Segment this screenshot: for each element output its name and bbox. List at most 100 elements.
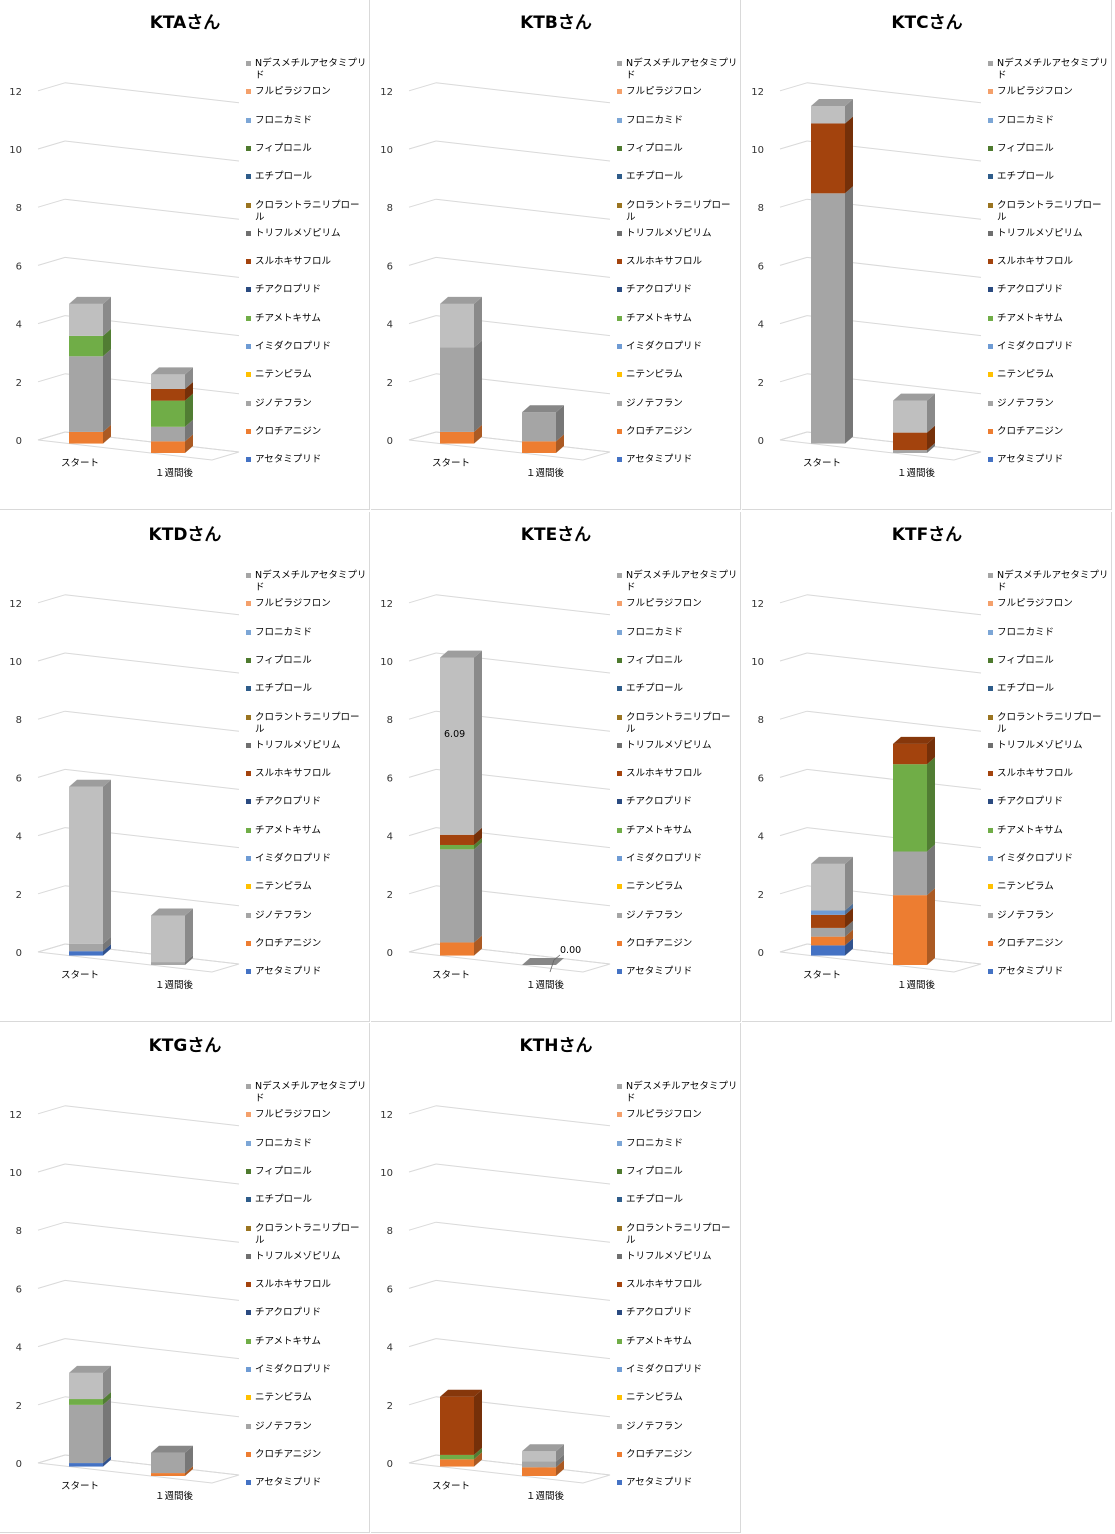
legend-swatch (246, 428, 251, 434)
legend-item: フルピラジフロン (246, 86, 368, 98)
legend-item: フルピラジフロン (617, 86, 739, 98)
gridline-depth (37, 82, 66, 92)
gridline-depth (408, 82, 437, 92)
legend-item: チアクロプリド (246, 284, 368, 296)
legend-item: トリフルメゾピリム (246, 740, 368, 752)
legend-label: ジノテフラン (626, 1420, 683, 1432)
y-tick-label: 2 (16, 1401, 22, 1412)
legend-item: クロラントラニリプロール (246, 712, 368, 736)
bar-top (893, 393, 935, 401)
chart-title: KTAさん (149, 13, 221, 33)
legend-item: スルホキサフロル (617, 768, 739, 780)
legend-item: アセタミプリド (617, 1477, 739, 1489)
legend-label: フィプロニル (626, 142, 683, 154)
legend-swatch (246, 1367, 251, 1372)
bar-segment (151, 1473, 185, 1476)
legend-item: フルピラジフロン (988, 598, 1110, 610)
floor (37, 1454, 240, 1484)
gridline-depth (408, 373, 437, 383)
chart-panel: KTBさん 0 2 4 6 8 10 12 スタート １週間後 Nデスメチルアセタミプリド フルピラジ… (371, 0, 741, 510)
bar-segment-side (185, 393, 193, 427)
legend-label: トリフルメゾピリム (626, 1250, 712, 1262)
gridline-depth (37, 768, 66, 778)
legend-item: チアクロプリド (988, 796, 1110, 808)
gridline (64, 710, 240, 732)
bar-segment (69, 786, 103, 944)
y-tick-label: 0 (16, 436, 22, 447)
bar-segment-side (474, 296, 482, 348)
bar-top (440, 296, 482, 304)
gridline-depth (779, 652, 808, 662)
legend-item: ニテンピラム (617, 369, 739, 381)
bar-segment (440, 849, 474, 943)
legend-swatch (617, 1112, 622, 1118)
legend-item: チアメトキサム (246, 313, 368, 325)
x-tick-label: １週間後 (155, 1490, 194, 1502)
legend-label: チアメトキサム (997, 312, 1063, 324)
legend-label: ニテンピラム (255, 369, 312, 381)
legend-item: フルピラジフロン (246, 1109, 368, 1121)
legend-swatch (246, 1480, 251, 1486)
y-tick-label: 0 (758, 436, 764, 447)
legend-swatch (246, 799, 251, 805)
legend-item: スルホキサフロル (617, 256, 739, 268)
bar-segment (69, 1372, 103, 1400)
legend-label: スルホキサフロル (626, 768, 703, 780)
y-tick-label: 4 (758, 320, 764, 331)
legend-swatch (246, 714, 251, 720)
x-tick-label: １週間後 (526, 467, 565, 479)
legend-label: フルピラジフロン (255, 598, 331, 610)
bar-segment (811, 945, 845, 956)
legend-swatch (988, 657, 993, 663)
legend-label: チアクロプリド (997, 284, 1064, 296)
gridline-depth (37, 827, 66, 837)
y-tick-label: 2 (387, 378, 393, 389)
legend-item: Nデスメチルアセタミプリド (988, 58, 1110, 82)
gridline-depth (779, 140, 808, 150)
legend-label: チアメトキサム (626, 1335, 692, 1347)
legend-swatch (246, 1253, 251, 1259)
legend-swatch (246, 259, 251, 265)
gridline (806, 710, 982, 732)
gridline (806, 594, 982, 616)
legend-swatch (988, 372, 993, 378)
bar-segment (811, 193, 845, 444)
gridline-depth (779, 82, 808, 92)
bar-top (151, 1445, 193, 1453)
y-tick-label: 2 (387, 1401, 393, 1412)
legend-swatch (246, 601, 251, 607)
legend-label: チアメトキサム (255, 824, 321, 836)
bar-segment-side (927, 757, 935, 852)
bar-segment (440, 657, 474, 835)
legend-swatch (988, 89, 993, 95)
legend-item: クロチアニジン (988, 938, 1110, 950)
bar-segment-side (185, 367, 193, 389)
legend-swatch (617, 799, 622, 805)
legend-swatch (246, 145, 251, 151)
legend-swatch (246, 742, 251, 748)
y-tick-label: 6 (758, 261, 764, 272)
bar-segment (440, 834, 474, 845)
gridline-depth (37, 256, 66, 266)
legend-swatch (617, 714, 622, 720)
legend-label: フロニカミド (255, 1137, 313, 1149)
bar-segment-side (185, 1445, 193, 1474)
legend-item: チアメトキサム (246, 1336, 368, 1348)
legend-label: フルピラジフロン (626, 86, 702, 98)
legend-swatch (246, 1140, 251, 1146)
gridline (64, 1105, 240, 1127)
legend-item: ジノテフラン (988, 398, 1110, 410)
bar-segment (69, 335, 103, 357)
gridline (64, 140, 240, 162)
legend-item: スルホキサフロル (617, 1279, 739, 1291)
x-tick-label: １週間後 (526, 1490, 565, 1502)
legend-item: クロチアニジン (246, 1449, 368, 1461)
gridline-depth (37, 710, 66, 720)
y-tick-label: 10 (9, 1168, 22, 1179)
y-tick-label: 12 (380, 599, 393, 610)
legend-swatch (988, 856, 993, 861)
y-tick-label: 6 (16, 773, 22, 784)
y-tick-label: 4 (758, 832, 764, 843)
y-tick-label: 8 (758, 203, 764, 214)
bar-segment-side (103, 1456, 111, 1467)
